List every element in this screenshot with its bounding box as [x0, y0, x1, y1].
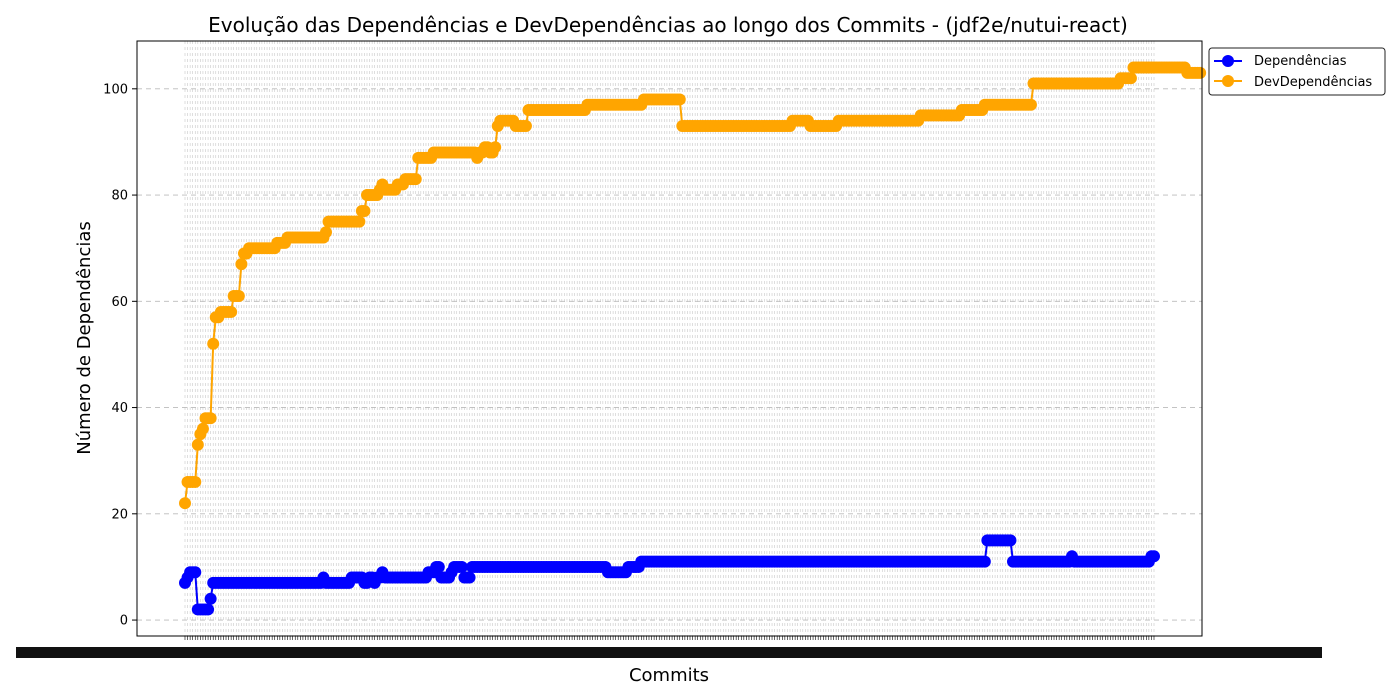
data-point [232, 290, 245, 302]
data-point [463, 571, 476, 584]
data-point [1004, 534, 1017, 547]
data-point [1194, 66, 1207, 79]
y-axis-label: Número de Dependências [74, 221, 95, 455]
y-tick-label: 0 [120, 614, 128, 629]
plot-series [179, 61, 1207, 616]
x-axis-label: Commits [629, 665, 709, 686]
data-point [207, 337, 220, 350]
data-point [358, 205, 371, 217]
y-tick-label: 60 [111, 295, 128, 310]
data-point [319, 226, 332, 239]
chart-title: Evolução das Dependências e DevDependênc… [208, 13, 1128, 37]
legend-label-dependencias: Dependências [1254, 54, 1347, 69]
data-point [519, 120, 532, 132]
y-tick-label: 20 [111, 507, 128, 522]
x-tick-labels-band [16, 647, 1322, 658]
data-point [1024, 98, 1037, 111]
data-point [1124, 72, 1137, 85]
data-point [179, 497, 191, 510]
data-point [204, 412, 217, 425]
legend-marker-dependencias [1222, 55, 1234, 67]
y-tick-label: 80 [111, 189, 128, 204]
data-point [189, 475, 202, 488]
data-point [409, 173, 422, 186]
data-point [489, 141, 502, 154]
legend-box [1208, 47, 1386, 96]
data-point [432, 560, 445, 573]
vertical-grid [184, 41, 1155, 636]
data-point [353, 215, 366, 228]
legend-marker-devdependencias [1222, 75, 1234, 87]
data-point [673, 93, 686, 106]
x-tick-labels [16, 636, 1322, 658]
data-point [204, 592, 217, 605]
plot-frame [136, 40, 1203, 637]
y-tick-label: 40 [111, 401, 128, 416]
legend: Dependências DevDependências [1208, 47, 1386, 96]
y-tick-label: 100 [103, 82, 128, 97]
data-point [978, 555, 991, 568]
data-point [189, 566, 202, 579]
data-point [196, 422, 209, 435]
data-point [202, 603, 215, 616]
legend-label-devdependencias: DevDependências [1254, 75, 1372, 90]
data-point [191, 438, 204, 451]
data-point [455, 560, 468, 573]
data-point [1148, 550, 1160, 563]
y-axis-ticks: 0 20 40 60 80 100 [103, 82, 137, 629]
data-point [235, 258, 248, 271]
horizontal-grid [137, 88, 1202, 621]
data-point [225, 305, 238, 318]
